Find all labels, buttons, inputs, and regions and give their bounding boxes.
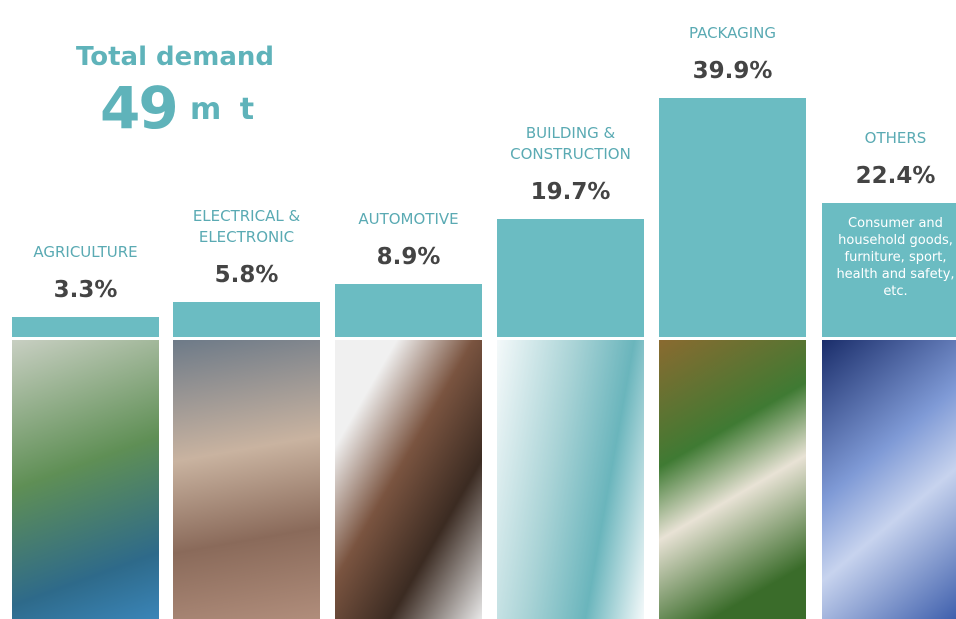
bar-label-group: PACKAGING 39.9% [659, 23, 806, 84]
category-label: ELECTRICAL & ELECTRONIC [173, 206, 320, 248]
category-label: PACKAGING [681, 23, 784, 44]
value-label: 22.4% [856, 163, 936, 189]
value-label: 5.8% [215, 262, 279, 288]
bar [173, 302, 320, 337]
agriculture-photo [12, 340, 159, 619]
value-label: 8.9% [377, 244, 441, 270]
value-label: 39.9% [693, 58, 773, 84]
chart-title: Total demand [40, 42, 310, 72]
bar-label-group: AGRICULTURE 3.3% [12, 242, 159, 303]
bar-note: Consumer and household goods, furniture,… [822, 203, 956, 300]
value-label: 19.7% [531, 179, 611, 205]
total-unit: m t [190, 92, 258, 127]
category-label: OTHERS [857, 128, 935, 149]
bar-label-group: BUILDING & CONSTRUCTION 19.7% [497, 123, 644, 205]
bar-label-group: AUTOMOTIVE 8.9% [335, 209, 482, 270]
category-label: BUILDING & CONSTRUCTION [497, 123, 644, 165]
packaging-photo [659, 340, 806, 619]
electronics-photo [173, 340, 320, 619]
bar-label-group: ELECTRICAL & ELECTRONIC 5.8% [173, 206, 320, 288]
bar: Consumer and household goods, furniture,… [822, 203, 956, 337]
bar [497, 219, 644, 337]
bar-label-group: OTHERS 22.4% [822, 128, 956, 189]
value-label: 3.3% [54, 277, 118, 303]
total-value: 49 [100, 74, 177, 142]
bar [12, 317, 159, 337]
automotive-photo [335, 340, 482, 619]
bar [659, 98, 806, 337]
page: Total demand 49 m t (() => { const data … [0, 0, 956, 619]
category-label: AUTOMOTIVE [350, 209, 466, 230]
bar [335, 284, 482, 337]
others-photo [822, 340, 956, 619]
building-photo [497, 340, 644, 619]
category-label: AGRICULTURE [25, 242, 145, 263]
